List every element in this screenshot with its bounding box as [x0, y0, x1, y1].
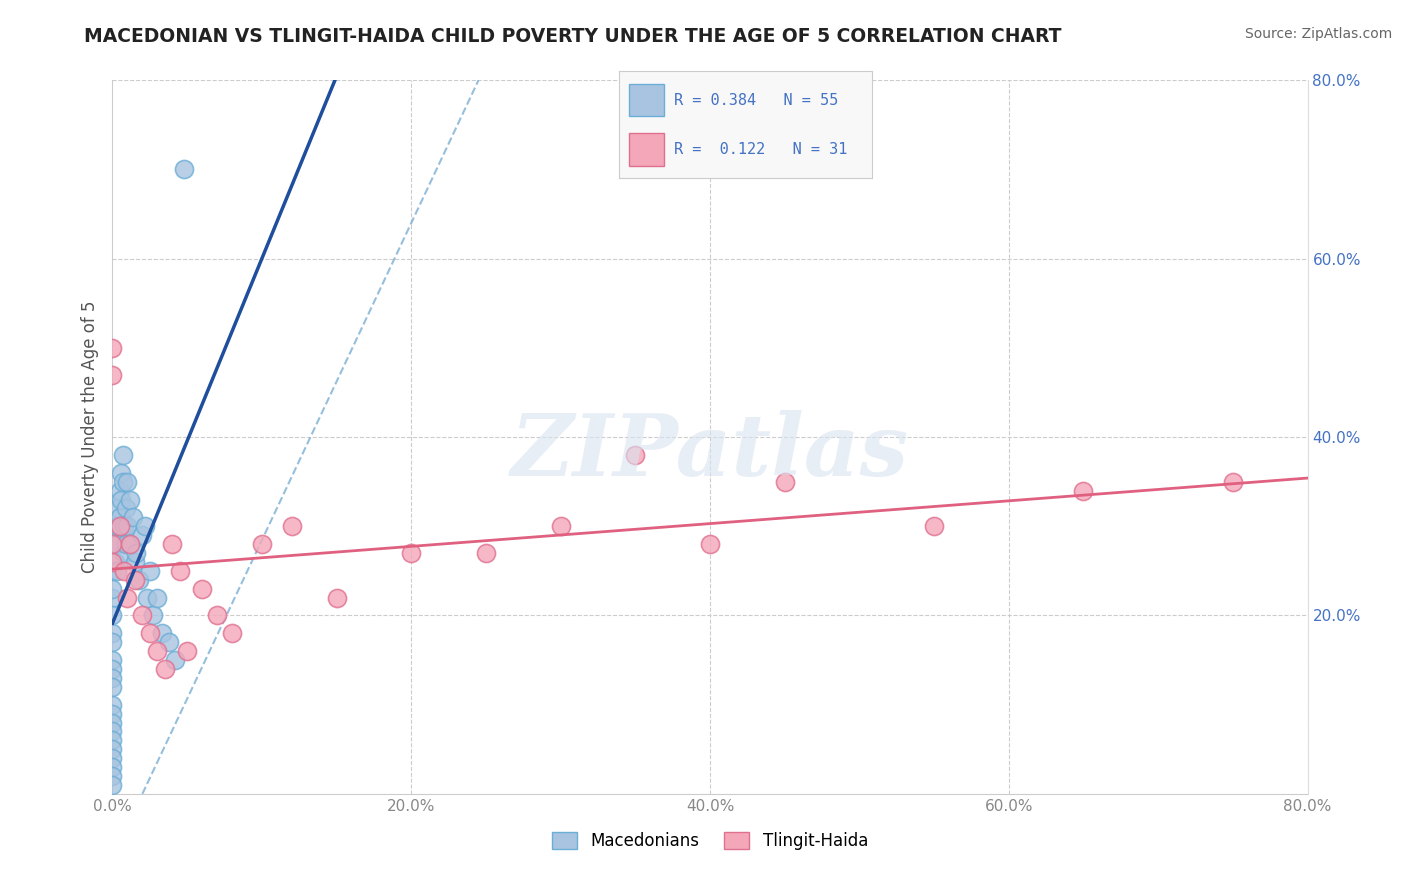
Point — [101, 706, 124, 721]
Point — [101, 662, 124, 676]
Point — [176, 644, 198, 658]
Point — [134, 519, 156, 533]
Point — [169, 564, 191, 578]
Point — [624, 448, 647, 462]
Point — [191, 582, 214, 596]
Point — [221, 626, 243, 640]
Point — [101, 671, 124, 685]
Point — [401, 546, 423, 560]
Point — [162, 537, 183, 551]
Point — [128, 573, 150, 587]
Point — [120, 537, 142, 551]
Point — [475, 546, 498, 560]
Point — [101, 769, 124, 783]
Point — [101, 635, 124, 649]
Point — [101, 591, 124, 605]
Point — [111, 475, 134, 489]
Point — [699, 537, 721, 551]
Point — [101, 608, 124, 623]
Point — [101, 626, 124, 640]
Point — [108, 483, 131, 498]
Point — [101, 733, 124, 747]
Point — [250, 537, 273, 551]
Point — [101, 724, 124, 739]
Point — [114, 519, 135, 533]
Point — [117, 591, 139, 605]
Text: R =  0.122   N = 31: R = 0.122 N = 31 — [675, 142, 848, 157]
Point — [153, 662, 176, 676]
Point — [101, 760, 124, 774]
Point — [131, 608, 153, 623]
Point — [135, 591, 157, 605]
Text: MACEDONIAN VS TLINGIT-HAIDA CHILD POVERTY UNDER THE AGE OF 5 CORRELATION CHART: MACEDONIAN VS TLINGIT-HAIDA CHILD POVERT… — [84, 27, 1062, 45]
Point — [107, 519, 129, 533]
Point — [101, 751, 124, 765]
Point — [124, 573, 146, 587]
Point — [110, 492, 132, 507]
Point — [101, 778, 124, 792]
Point — [101, 742, 124, 756]
Point — [101, 555, 124, 569]
FancyBboxPatch shape — [628, 84, 664, 116]
Point — [139, 626, 162, 640]
Point — [124, 555, 146, 569]
Point — [281, 519, 304, 533]
Point — [115, 537, 138, 551]
Point — [122, 510, 145, 524]
Point — [105, 537, 128, 551]
Point — [550, 519, 572, 533]
Legend: Macedonians, Tlingit-Haida: Macedonians, Tlingit-Haida — [546, 825, 875, 857]
Point — [115, 501, 138, 516]
Point — [922, 519, 945, 533]
Point — [173, 162, 195, 177]
Point — [131, 528, 153, 542]
Point — [101, 715, 124, 730]
Point — [101, 341, 124, 355]
Point — [114, 564, 135, 578]
Point — [101, 564, 124, 578]
Point — [107, 501, 129, 516]
Point — [114, 546, 135, 560]
Point — [325, 591, 347, 605]
Point — [205, 608, 228, 623]
Point — [117, 475, 139, 489]
Point — [117, 519, 139, 533]
Point — [773, 475, 796, 489]
Point — [120, 492, 142, 507]
Point — [105, 564, 128, 578]
Point — [142, 608, 165, 623]
Point — [104, 555, 127, 569]
Text: ZIPatlas: ZIPatlas — [510, 409, 910, 493]
Text: R = 0.384   N = 55: R = 0.384 N = 55 — [675, 93, 838, 108]
Point — [101, 680, 124, 694]
Point — [105, 519, 128, 533]
Point — [101, 368, 124, 382]
Point — [146, 644, 169, 658]
Point — [101, 653, 124, 667]
Point — [165, 653, 187, 667]
Text: Source: ZipAtlas.com: Source: ZipAtlas.com — [1244, 27, 1392, 41]
Point — [110, 466, 132, 480]
Point — [108, 519, 131, 533]
Point — [104, 537, 127, 551]
Point — [101, 698, 124, 712]
Point — [101, 537, 124, 551]
Point — [1222, 475, 1244, 489]
Point — [108, 510, 131, 524]
Point — [139, 564, 162, 578]
Point — [1073, 483, 1095, 498]
FancyBboxPatch shape — [628, 134, 664, 166]
Y-axis label: Child Poverty Under the Age of 5: Child Poverty Under the Age of 5 — [80, 301, 98, 574]
Point — [150, 626, 173, 640]
Point — [120, 537, 142, 551]
Point — [146, 591, 169, 605]
Point — [111, 448, 134, 462]
Point — [101, 582, 124, 596]
Point — [157, 635, 180, 649]
Point — [125, 546, 148, 560]
